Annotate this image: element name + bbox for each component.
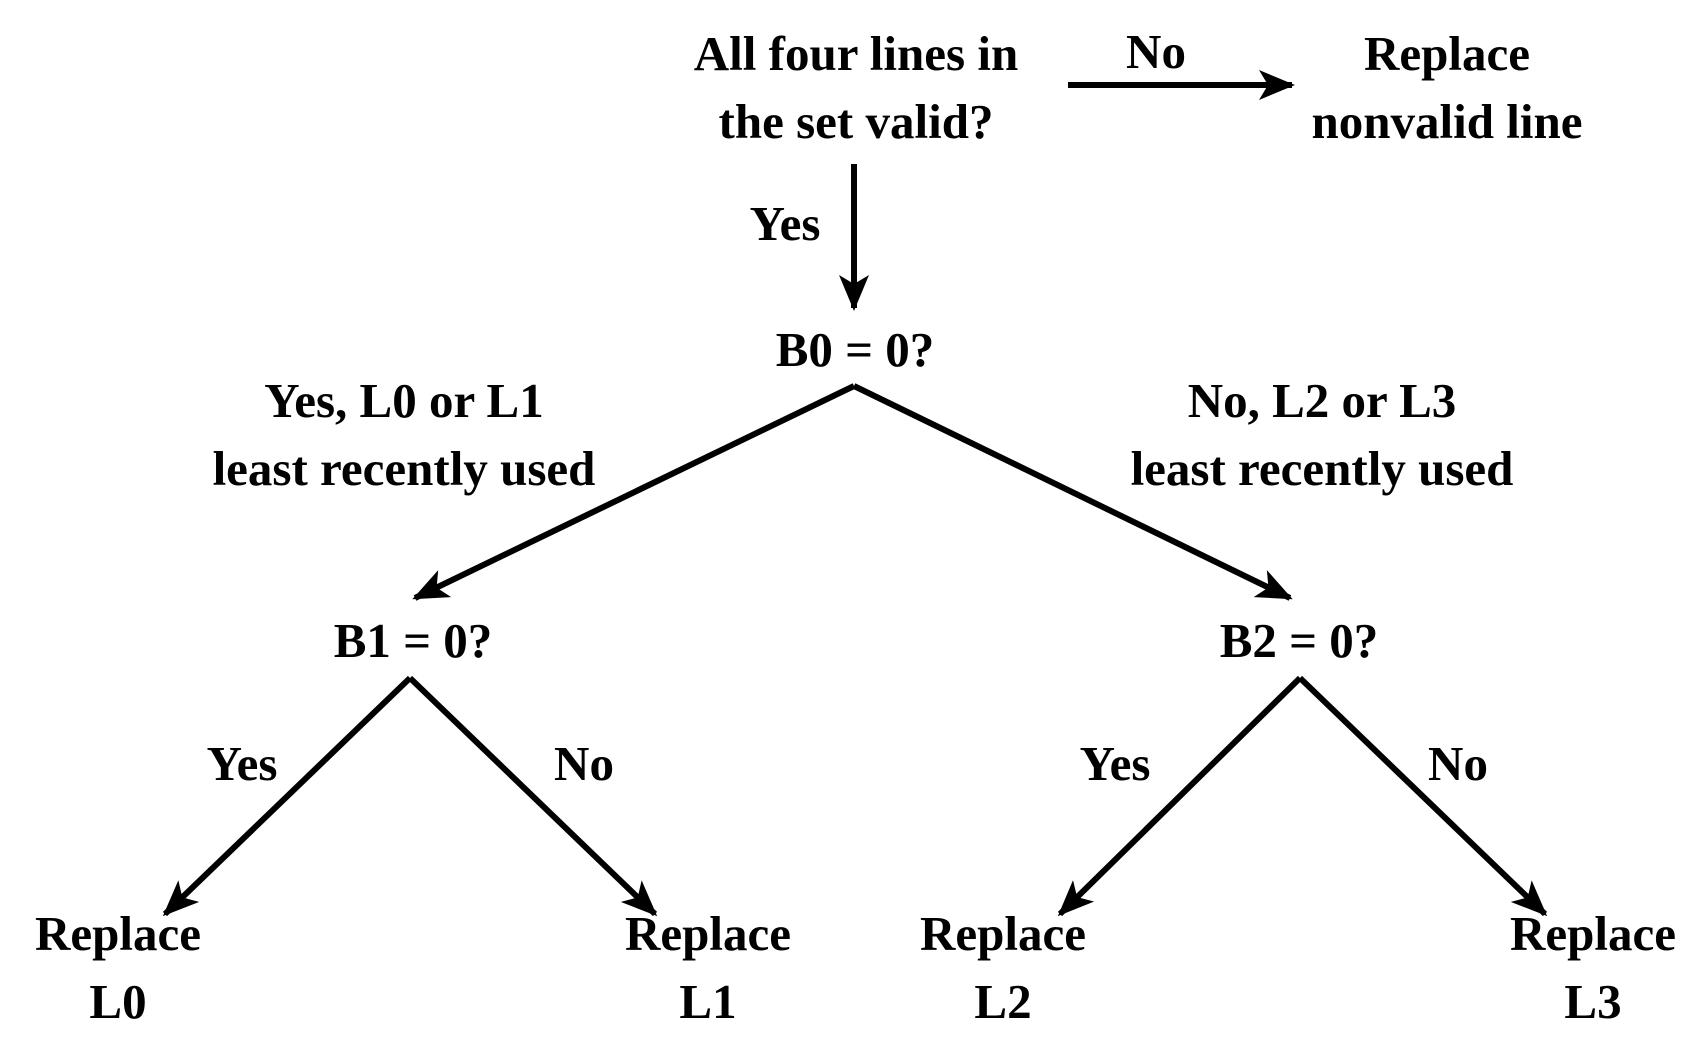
arrow-b1-no-to-l1 <box>407 675 658 917</box>
arrow-b0-no-to-b2 <box>852 383 1293 601</box>
b1-decision-label: B1 = 0? <box>334 607 493 675</box>
b0-decision-text: B0 = 0? <box>775 322 935 377</box>
edge-label-root-yes: Yes <box>750 190 821 258</box>
edge-label-b1-yes: Yes <box>207 730 278 798</box>
edge-label-root-no: No <box>1126 18 1186 86</box>
replace-nonvalid-line1: Replace <box>1364 26 1530 81</box>
leaf-replace-l2: Replace L2 <box>920 900 1086 1036</box>
edge-label-b1-no: No <box>554 730 614 798</box>
edge-label-b1-yes-text: Yes <box>206 736 278 791</box>
edge-label-b0-yes-line1: Yes, L0 or L1 <box>264 373 544 428</box>
edge-label-b0-no: No, L2 or L3 least recently used <box>1131 367 1514 503</box>
edge-label-root-yes-text: Yes <box>749 196 821 251</box>
leaf-l3-line1: Replace <box>1510 906 1676 961</box>
arrow-b2-no-to-l3 <box>1297 675 1548 917</box>
leaf-l0-line1: Replace <box>35 906 201 961</box>
arrow-b0-yes-to-b1 <box>412 383 856 601</box>
edge-label-b2-no-text: No <box>1428 736 1488 791</box>
edge-label-root-no-text: No <box>1126 24 1186 79</box>
arrow-b2-yes-to-l2 <box>1057 675 1303 917</box>
edge-label-b1-no-text: No <box>554 736 614 791</box>
b2-decision-text: B2 = 0? <box>1219 613 1379 668</box>
edge-label-b2-yes-text: Yes <box>1079 736 1151 791</box>
b1-decision-text: B1 = 0? <box>333 613 493 668</box>
edge-label-b0-no-line1: No, L2 or L3 <box>1187 373 1457 428</box>
leaf-replace-l3: Replace L3 <box>1510 900 1676 1036</box>
edge-label-b2-yes: Yes <box>1080 730 1151 798</box>
root-decision-label: All four lines in the set valid? <box>694 20 1018 156</box>
edge-label-b0-yes-line2: least recently used <box>212 441 596 496</box>
edge-label-b0-no-line2: least recently used <box>1130 441 1514 496</box>
root-decision-line2: the set valid? <box>718 94 994 149</box>
leaf-l1-line1: Replace <box>625 906 791 961</box>
edge-label-b2-no: No <box>1428 730 1488 798</box>
b0-decision-label: B0 = 0? <box>776 316 935 384</box>
leaf-l1-line2: L1 <box>679 974 737 1029</box>
replace-nonvalid-line2: nonvalid line <box>1311 94 1583 149</box>
root-decision-line1: All four lines in <box>693 26 1019 81</box>
leaf-l2-line2: L2 <box>974 974 1032 1029</box>
leaf-replace-l1: Replace L1 <box>625 900 791 1036</box>
b2-decision-label: B2 = 0? <box>1220 607 1379 675</box>
leaf-l2-line1: Replace <box>920 906 1086 961</box>
arrow-b1-yes-to-l0 <box>162 675 413 917</box>
leaf-l0-line2: L0 <box>89 974 147 1029</box>
leaf-l3-line2: L3 <box>1564 974 1622 1029</box>
edge-label-b0-yes: Yes, L0 or L1 least recently used <box>213 367 596 503</box>
leaf-replace-l0: Replace L0 <box>35 900 201 1036</box>
replace-nonvalid-label: Replace nonvalid line <box>1312 20 1583 156</box>
